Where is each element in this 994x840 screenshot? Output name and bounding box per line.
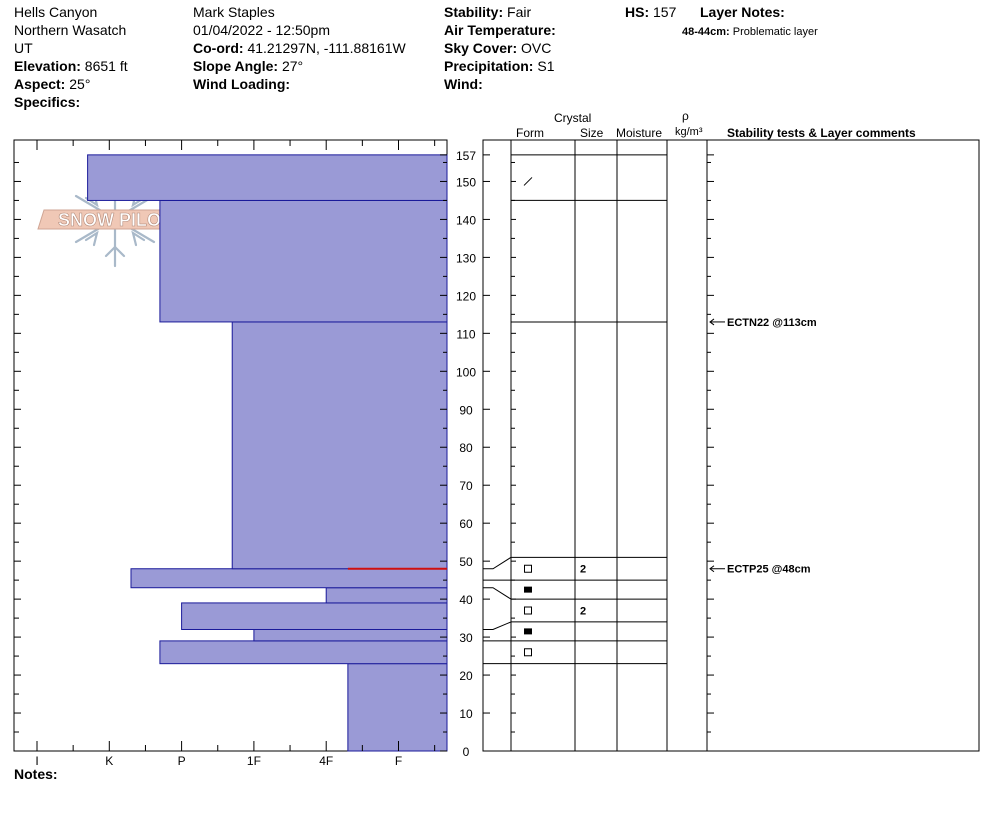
elevation: Elevation: 8651 ft (14, 57, 128, 75)
layer-connector (483, 621, 512, 630)
crystal-header: Crystal (554, 111, 592, 125)
layer-connector (483, 556, 512, 570)
y-tick-label: 100 (456, 365, 476, 379)
layer-connector (483, 587, 512, 600)
stability: Stability: Fair (444, 3, 531, 21)
observer-name: Mark Staples (193, 4, 275, 20)
y-tick-label: 10 (459, 707, 473, 721)
stability-test-label: ECTP25 @48cm (727, 564, 811, 576)
rho-header: ρ (682, 109, 689, 123)
observation-datetime: 01/04/2022 - 12:50pm (193, 22, 330, 38)
specifics-label: Specifics: (14, 94, 81, 110)
crystal-size: 2 (580, 606, 586, 618)
crystal-form-filled-square (524, 586, 532, 593)
slope-angle: Slope Angle: 27° (193, 57, 303, 75)
arrow-head-icon (709, 565, 715, 573)
layer-notes-label: Layer Notes: (700, 4, 785, 20)
size-header: Size (580, 126, 604, 140)
y-tick-label: 60 (459, 517, 473, 531)
slope-label: Slope Angle: (193, 58, 279, 74)
hardness-bar (253, 628, 448, 642)
sky-label: Sky Cover: (444, 40, 518, 56)
hardness-bar (231, 321, 448, 570)
aspect-label: Aspect: (14, 76, 66, 92)
y-tick-label: 40 (459, 593, 473, 607)
crystal-form-filled-square (524, 628, 532, 635)
moisture-header: Moisture (616, 126, 663, 140)
elevation-label: Elevation: (14, 58, 81, 74)
hardness-bar (325, 587, 448, 604)
aspect: Aspect: 25° (14, 75, 90, 93)
sky-value: OVC (521, 40, 552, 56)
hs-label: HS: (625, 4, 650, 20)
y-tick-label: 157 (456, 149, 476, 163)
layer-note-range: 48-44cm: (682, 26, 730, 38)
air-temp-label: Air Temperature: (444, 22, 556, 38)
elevation-value: 8651 ft (84, 58, 128, 74)
state-name: UT (14, 40, 33, 56)
stability-label: Stability: (444, 4, 504, 20)
aspect-value: 25° (69, 76, 91, 92)
hardness-bar (130, 568, 448, 589)
layer-note-text: Problematic layer (732, 26, 818, 38)
hardness-bar (159, 640, 448, 665)
precip-label: Precipitation: (444, 58, 534, 74)
hardness-bar (159, 199, 448, 323)
stability-test-label: ECTN22 @113cm (727, 317, 817, 329)
y-tick-label: 90 (459, 403, 473, 417)
stability-tests-header: Stability tests & Layer comments (727, 126, 916, 140)
crystal-size: 2 (580, 564, 586, 576)
x-tick-label: K (105, 754, 113, 768)
hs-value: 157 (653, 4, 677, 20)
hardness-bar (181, 602, 448, 630)
y-tick-label: 140 (456, 213, 476, 227)
crystal-form-open-square (524, 606, 532, 615)
x-tick-label: 4F (319, 754, 333, 768)
slope-value: 27° (281, 58, 304, 74)
y-tick-label: 130 (456, 251, 476, 265)
y-tick-label: 110 (456, 327, 475, 341)
coord-label: Co-ord: (193, 40, 244, 56)
hardness-bar (347, 663, 448, 752)
y-tick-label: 20 (459, 669, 473, 683)
notes-label: Notes: (14, 766, 58, 782)
crystal-form-open-square (524, 648, 532, 657)
precip-value: S1 (537, 58, 555, 74)
crystal-form-open-square (524, 564, 532, 573)
y-tick-label: 150 (456, 175, 476, 189)
x-tick-label: I (35, 754, 38, 768)
snow-height: HS: 157 (625, 3, 676, 21)
location-name: Hells Canyon (14, 4, 98, 20)
hardness-bar (87, 154, 448, 201)
coord-value: 41.21297N, -111.88161W (247, 40, 406, 56)
wind-label: Wind: (444, 76, 483, 92)
y-tick-label: 0 (463, 745, 470, 759)
y-tick-label: 50 (459, 555, 473, 569)
x-tick-label: F (395, 754, 402, 768)
x-tick-label: P (178, 754, 186, 768)
layer-table-frame (482, 139, 980, 752)
range-name: Northern Wasatch (14, 22, 127, 38)
stability-value: Fair (507, 4, 532, 20)
coordinates: Co-ord: 41.21297N, -111.88161W (193, 39, 406, 57)
wind-loading-label: Wind Loading: (193, 76, 291, 92)
layer-note: 48-44cm: Problematic layer (682, 23, 818, 41)
density-unit-header: kg/m³ (675, 126, 703, 138)
precipitation: Precipitation: S1 (444, 57, 554, 75)
sky-cover: Sky Cover: OVC (444, 39, 551, 57)
arrow-head-icon (709, 318, 715, 326)
y-tick-label: 80 (459, 441, 473, 455)
y-tick-label: 30 (459, 631, 473, 645)
crystal-form-slash (523, 177, 533, 186)
x-tick-label: 1F (247, 754, 261, 768)
y-tick-label: 70 (459, 479, 473, 493)
form-header: Form (516, 126, 544, 140)
y-tick-label: 120 (456, 289, 476, 303)
snow-pilot-logo-text: SNOW PILOT (58, 210, 172, 230)
